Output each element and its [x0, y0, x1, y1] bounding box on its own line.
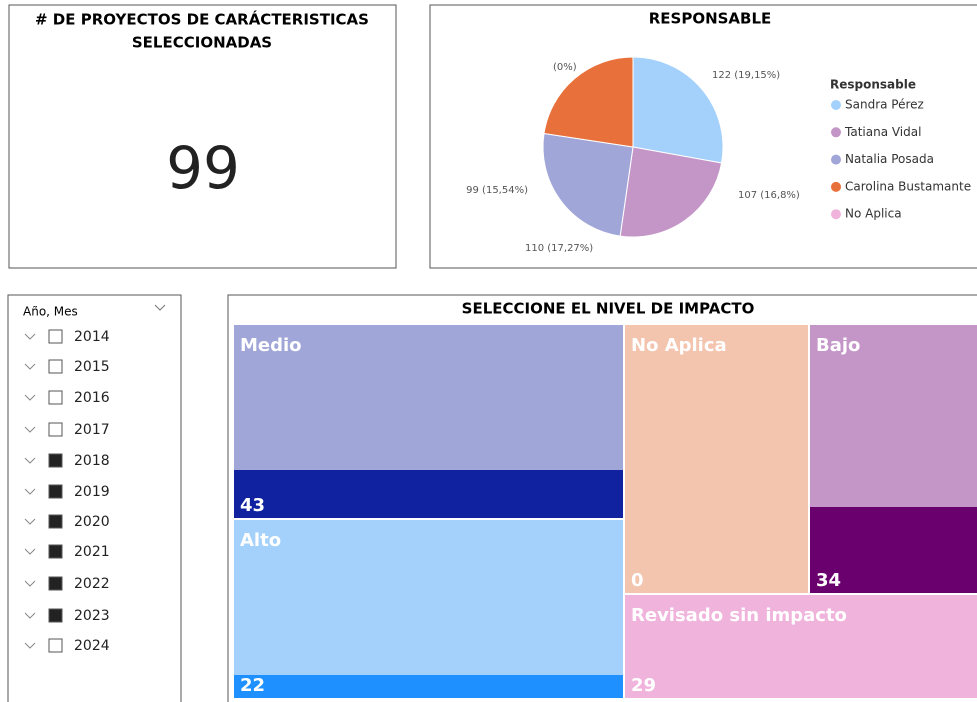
tile-value: 0 [631, 570, 644, 591]
expand-chevron[interactable] [24, 488, 36, 495]
treemap-tile[interactable] [234, 520, 623, 698]
slicer-item[interactable]: 2015 [74, 359, 110, 375]
tile-label: No Aplica [631, 335, 727, 356]
tile-value: 43 [240, 495, 265, 516]
treemap-highlight [810, 507, 977, 593]
checkbox[interactable] [48, 544, 63, 559]
legend-label[interactable]: No Aplica [845, 207, 902, 221]
legend-swatch [831, 181, 841, 192]
slicer-frame [7, 294, 182, 702]
expand-chevron[interactable] [24, 518, 36, 525]
legend-swatch [831, 154, 841, 165]
card-title: # DE PROYECTOS DE CARÁCTERISTICAS [35, 10, 369, 29]
slicer-item[interactable]: 2014 [74, 329, 110, 345]
checkbox[interactable] [48, 359, 63, 374]
data-label: (0%) [553, 62, 577, 73]
legend-label[interactable]: Tatiana Vidal [844, 125, 921, 139]
pie-slice[interactable] [542, 132, 634, 237]
expand-chevron[interactable] [24, 457, 36, 464]
pie-slice[interactable] [619, 146, 723, 238]
chart-title: SELECCIONE EL NIVEL DE IMPACTO [462, 300, 755, 318]
legend-swatch [831, 127, 841, 138]
checkbox[interactable] [48, 329, 63, 344]
tile-label: Bajo [816, 335, 860, 356]
data-label: 107 (16,8%) [738, 190, 800, 201]
legend-label[interactable]: Natalia Posada [845, 152, 934, 166]
legend-label[interactable]: Carolina Bustamante [845, 179, 971, 193]
slicer-item[interactable]: 2020 [74, 514, 110, 530]
tile-value: 29 [631, 675, 656, 696]
card-title: SELECCIONADAS [132, 34, 272, 52]
slicer-item[interactable]: 2017 [74, 422, 110, 438]
slicer-title: Año, Mes [23, 305, 78, 319]
checkbox[interactable] [48, 514, 63, 529]
pie-slice[interactable] [632, 56, 724, 164]
slicer-item[interactable]: 2023 [74, 608, 110, 624]
expand-chevron[interactable] [24, 363, 36, 370]
tile-label: Medio [240, 335, 302, 356]
legend-label[interactable]: Sandra Pérez [845, 98, 924, 112]
expand-chevron[interactable] [24, 333, 36, 340]
checkbox[interactable] [48, 390, 63, 405]
card-value: 99 [166, 134, 240, 202]
checkbox[interactable] [48, 453, 63, 468]
legend-swatch [831, 100, 841, 110]
treemap-highlight [234, 675, 623, 698]
tile-label: Alto [240, 530, 281, 551]
data-label: 110 (17,27%) [525, 243, 593, 254]
legend-title: Responsable [830, 78, 916, 92]
chart-title: RESPONSABLE [649, 10, 772, 28]
expand-chevron[interactable] [24, 612, 36, 619]
treemap-tile[interactable] [625, 325, 808, 593]
checkbox[interactable] [48, 638, 63, 653]
checkbox[interactable] [48, 576, 63, 591]
expand-chevron[interactable] [24, 394, 36, 401]
card-frame [8, 4, 397, 269]
expand-chevron[interactable] [24, 580, 36, 587]
slicer-item[interactable]: 2018 [74, 453, 110, 469]
checkbox[interactable] [48, 608, 63, 623]
slicer-chevron[interactable] [154, 304, 166, 311]
checkbox[interactable] [48, 484, 63, 499]
expand-chevron[interactable] [24, 642, 36, 649]
treemap-highlight [234, 470, 623, 518]
data-label: 99 (15,54%) [466, 185, 528, 196]
expand-chevron[interactable] [24, 548, 36, 555]
slicer-item[interactable]: 2024 [74, 638, 110, 654]
treemap-tile[interactable] [625, 595, 977, 698]
data-label: 122 (19,15%) [712, 70, 780, 81]
tile-value: 34 [816, 570, 841, 591]
slicer-item[interactable]: 2019 [74, 484, 110, 500]
expand-chevron[interactable] [24, 426, 36, 433]
tile-label: Revisado sin impacto [631, 605, 847, 626]
legend-swatch [831, 209, 841, 220]
slicer-item[interactable]: 2016 [74, 390, 110, 406]
checkbox[interactable] [48, 422, 63, 437]
slicer-item[interactable]: 2022 [74, 576, 110, 592]
slicer-item[interactable]: 2021 [74, 544, 110, 560]
pie-slice[interactable] [543, 56, 634, 148]
tile-value: 22 [240, 675, 265, 696]
